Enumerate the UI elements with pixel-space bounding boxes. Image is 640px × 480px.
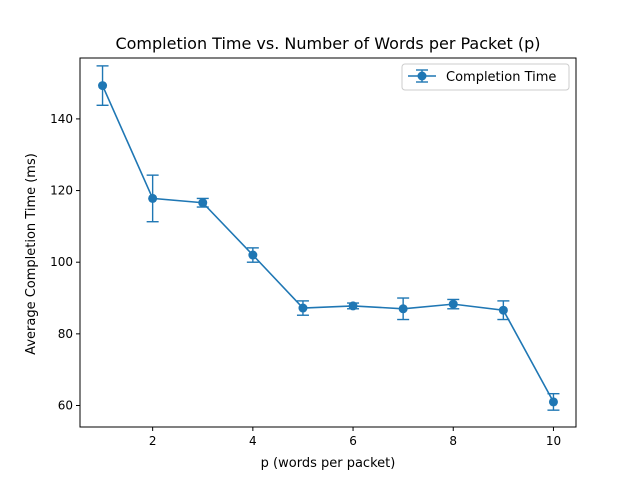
y-axis-label: Average Completion Time (ms) — [24, 153, 39, 355]
x-tick-label: 4 — [249, 434, 257, 448]
data-point — [148, 193, 158, 203]
legend: Completion Time — [401, 63, 570, 91]
axis-ticks: 2 4 6 8 10 60 80 100 120 140 — [50, 112, 561, 448]
data-point — [298, 303, 308, 313]
x-tick-label: 10 — [546, 434, 561, 448]
plot-area — [96, 65, 560, 411]
x-tick-label: 8 — [449, 434, 457, 448]
x-axis-label: p (words per packet) — [261, 456, 396, 471]
data-point — [198, 198, 208, 208]
data-point — [448, 299, 458, 309]
data-point — [548, 397, 558, 407]
y-tick-label: 120 — [50, 184, 73, 198]
series-line — [101, 85, 555, 403]
legend-marker-completion-time — [408, 69, 436, 83]
y-tick-label: 100 — [50, 255, 73, 269]
x-tick-label: 2 — [149, 434, 157, 448]
y-tick-label: 140 — [50, 112, 73, 126]
data-point — [398, 304, 408, 314]
chart-title: Completion Time vs. Number of Words per … — [115, 34, 540, 53]
data-point — [348, 301, 358, 311]
x-tick-label: 6 — [349, 434, 357, 448]
data-point — [98, 81, 108, 91]
y-tick-label: 80 — [58, 327, 73, 341]
axes-frame — [79, 57, 577, 428]
legend-box — [401, 63, 570, 91]
legend-point — [417, 71, 427, 81]
data-point — [498, 305, 508, 315]
data-point — [248, 250, 258, 260]
legend-label-completion-time: Completion Time — [446, 70, 556, 85]
y-tick-label: 60 — [58, 399, 73, 413]
